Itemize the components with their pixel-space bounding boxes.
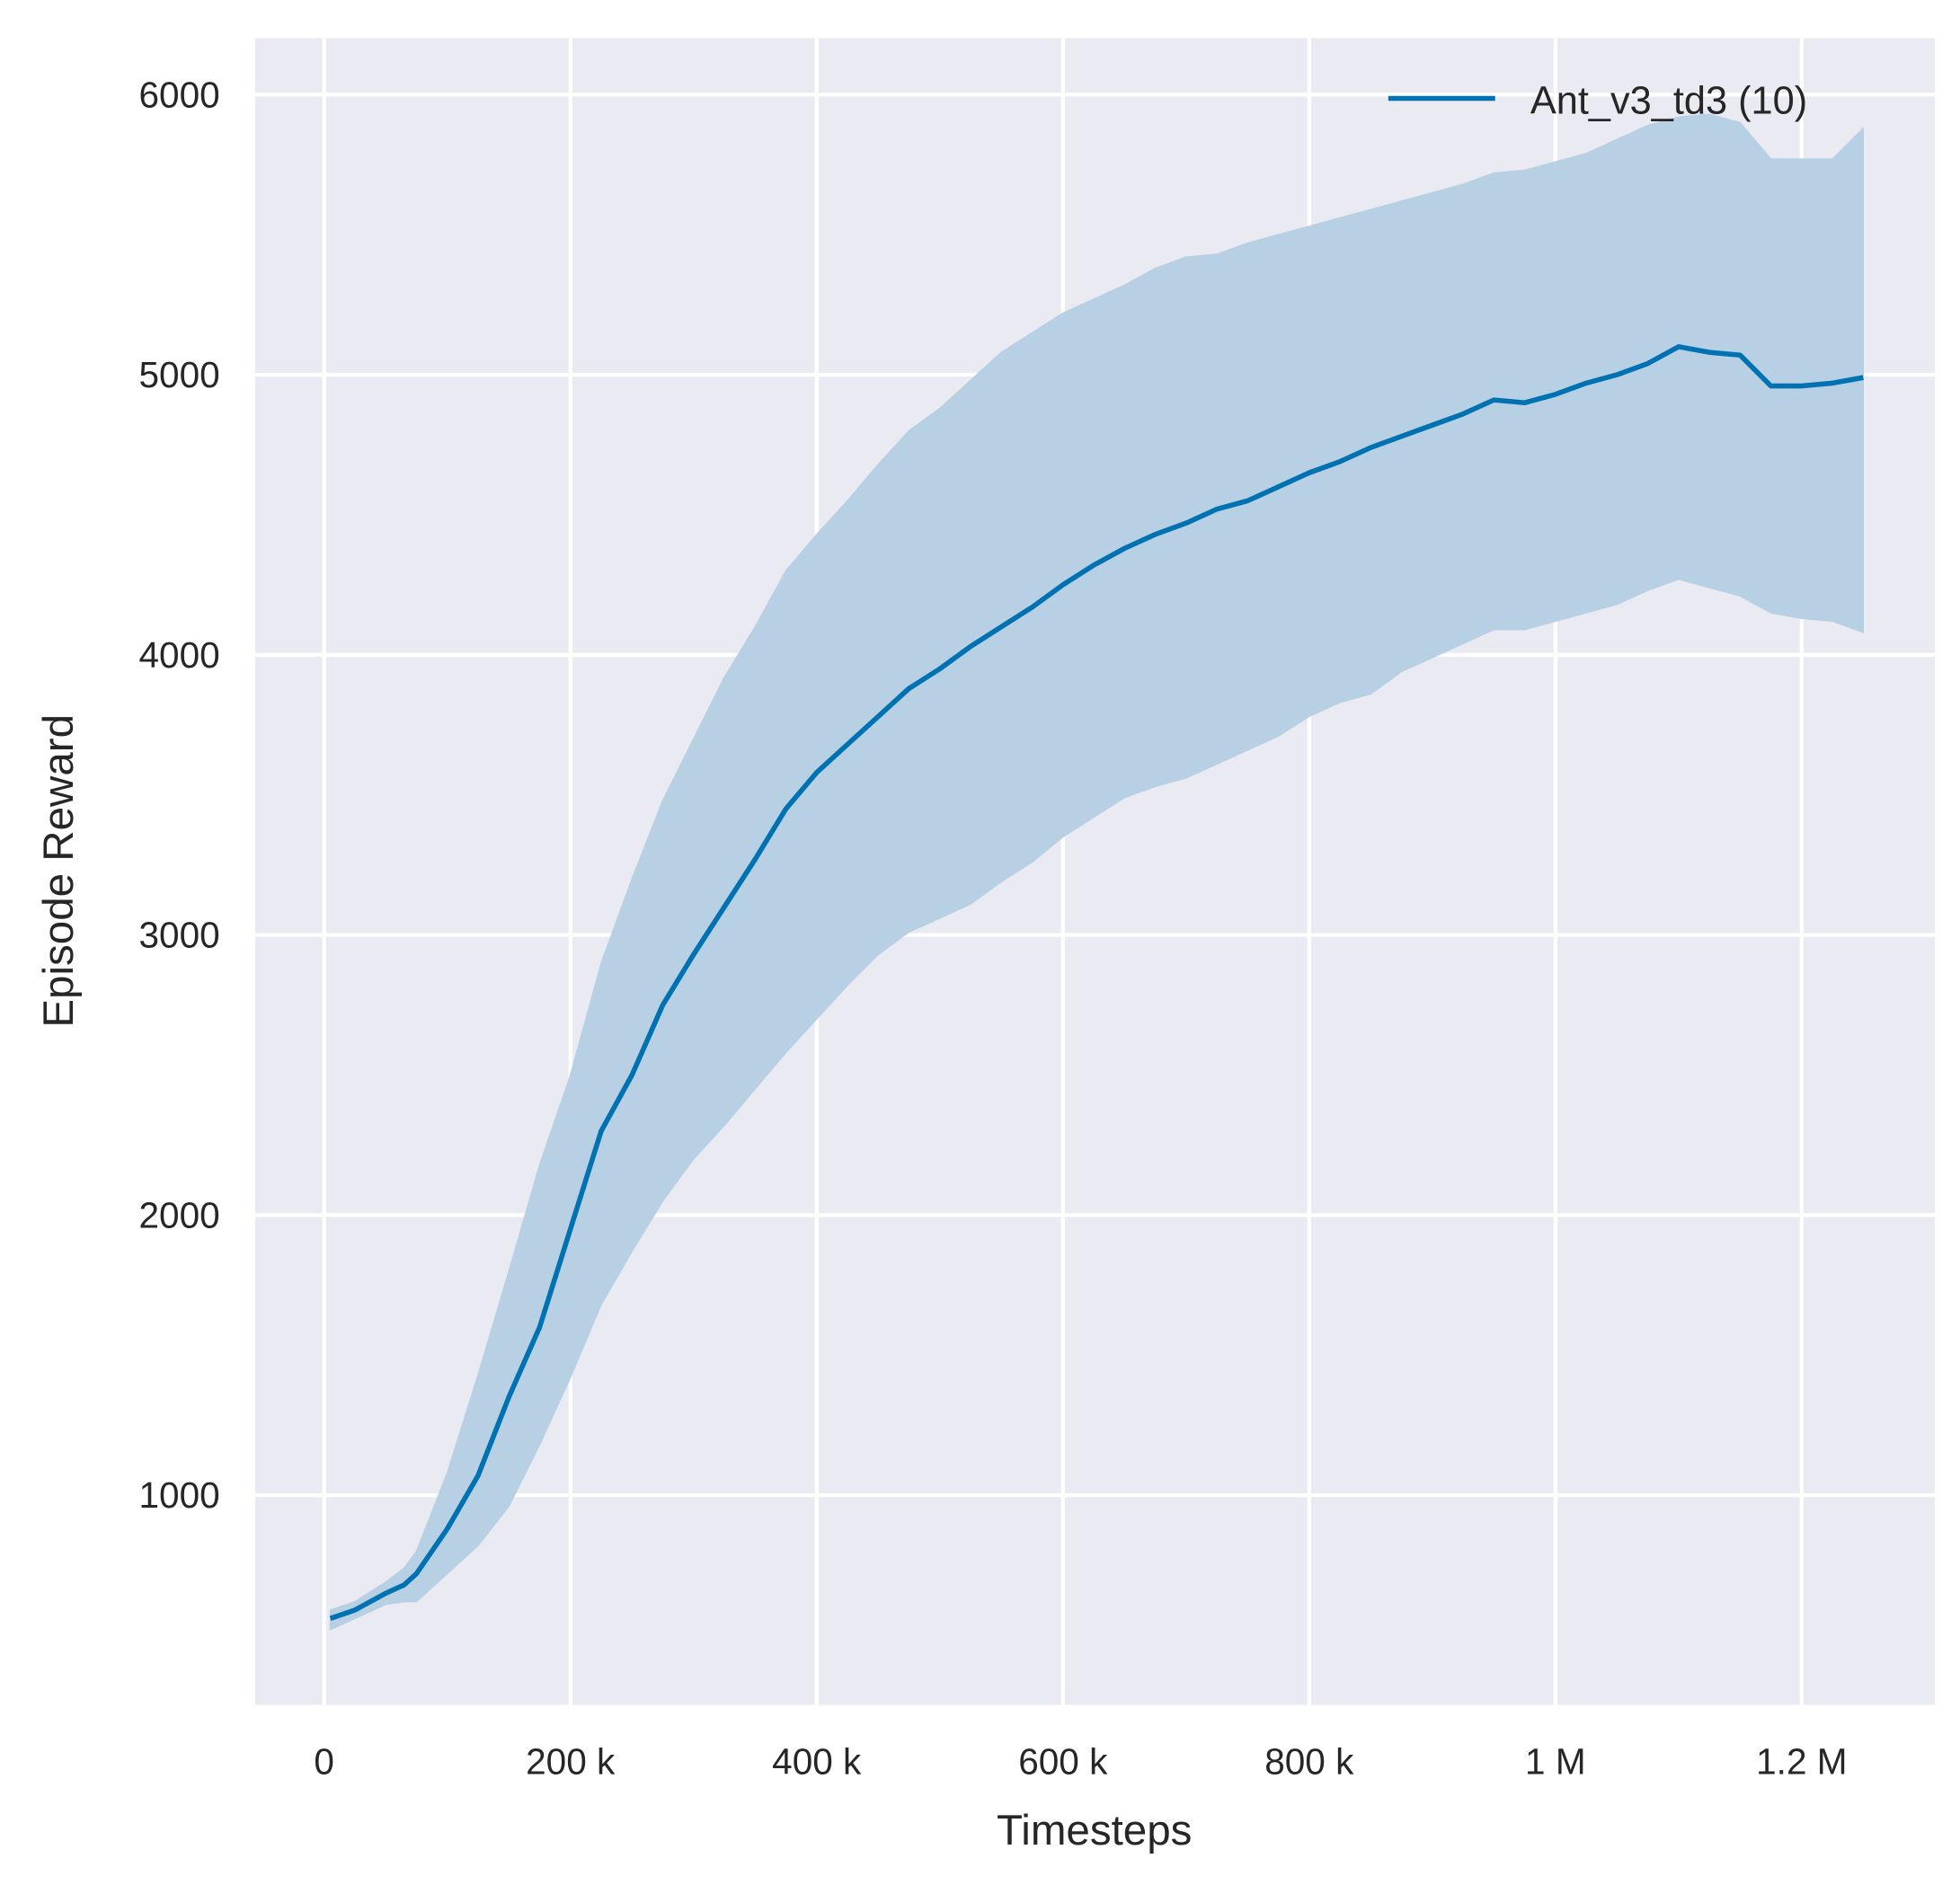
x-tick-label: 200 k xyxy=(526,1741,616,1783)
x-tick-label: 1 M xyxy=(1525,1741,1586,1783)
y-tick-label: 2000 xyxy=(138,1194,219,1235)
y-tick-label: 6000 xyxy=(138,74,219,115)
y-tick-label: 5000 xyxy=(138,354,219,395)
y-tick-label: 3000 xyxy=(138,915,219,956)
y-tick-label: 1000 xyxy=(138,1474,219,1516)
x-tick-labels: 0 200 k 400 k 600 k 800 k 1 M 1.2 M xyxy=(314,1741,1847,1783)
series-line xyxy=(329,344,1864,1621)
y-tick-label: 4000 xyxy=(138,634,219,676)
x-axis-label: Timesteps xyxy=(997,1807,1192,1854)
x-tick-label: 1.2 M xyxy=(1756,1741,1847,1783)
y-tick-labels: 1000 2000 3000 4000 5000 6000 xyxy=(138,74,219,1516)
x-tick-label: 400 k xyxy=(772,1741,862,1783)
x-tick-label: 600 k xyxy=(1018,1741,1108,1783)
x-tick-label: 0 xyxy=(314,1741,334,1783)
x-tick-label: 800 k xyxy=(1264,1741,1354,1783)
legend: Ant_v3_td3 (10) xyxy=(1388,79,1807,122)
confidence-band xyxy=(329,113,1865,1631)
y-axis-label: Episode Reward xyxy=(35,714,83,1028)
legend-label: Ant_v3_td3 (10) xyxy=(1530,79,1807,122)
